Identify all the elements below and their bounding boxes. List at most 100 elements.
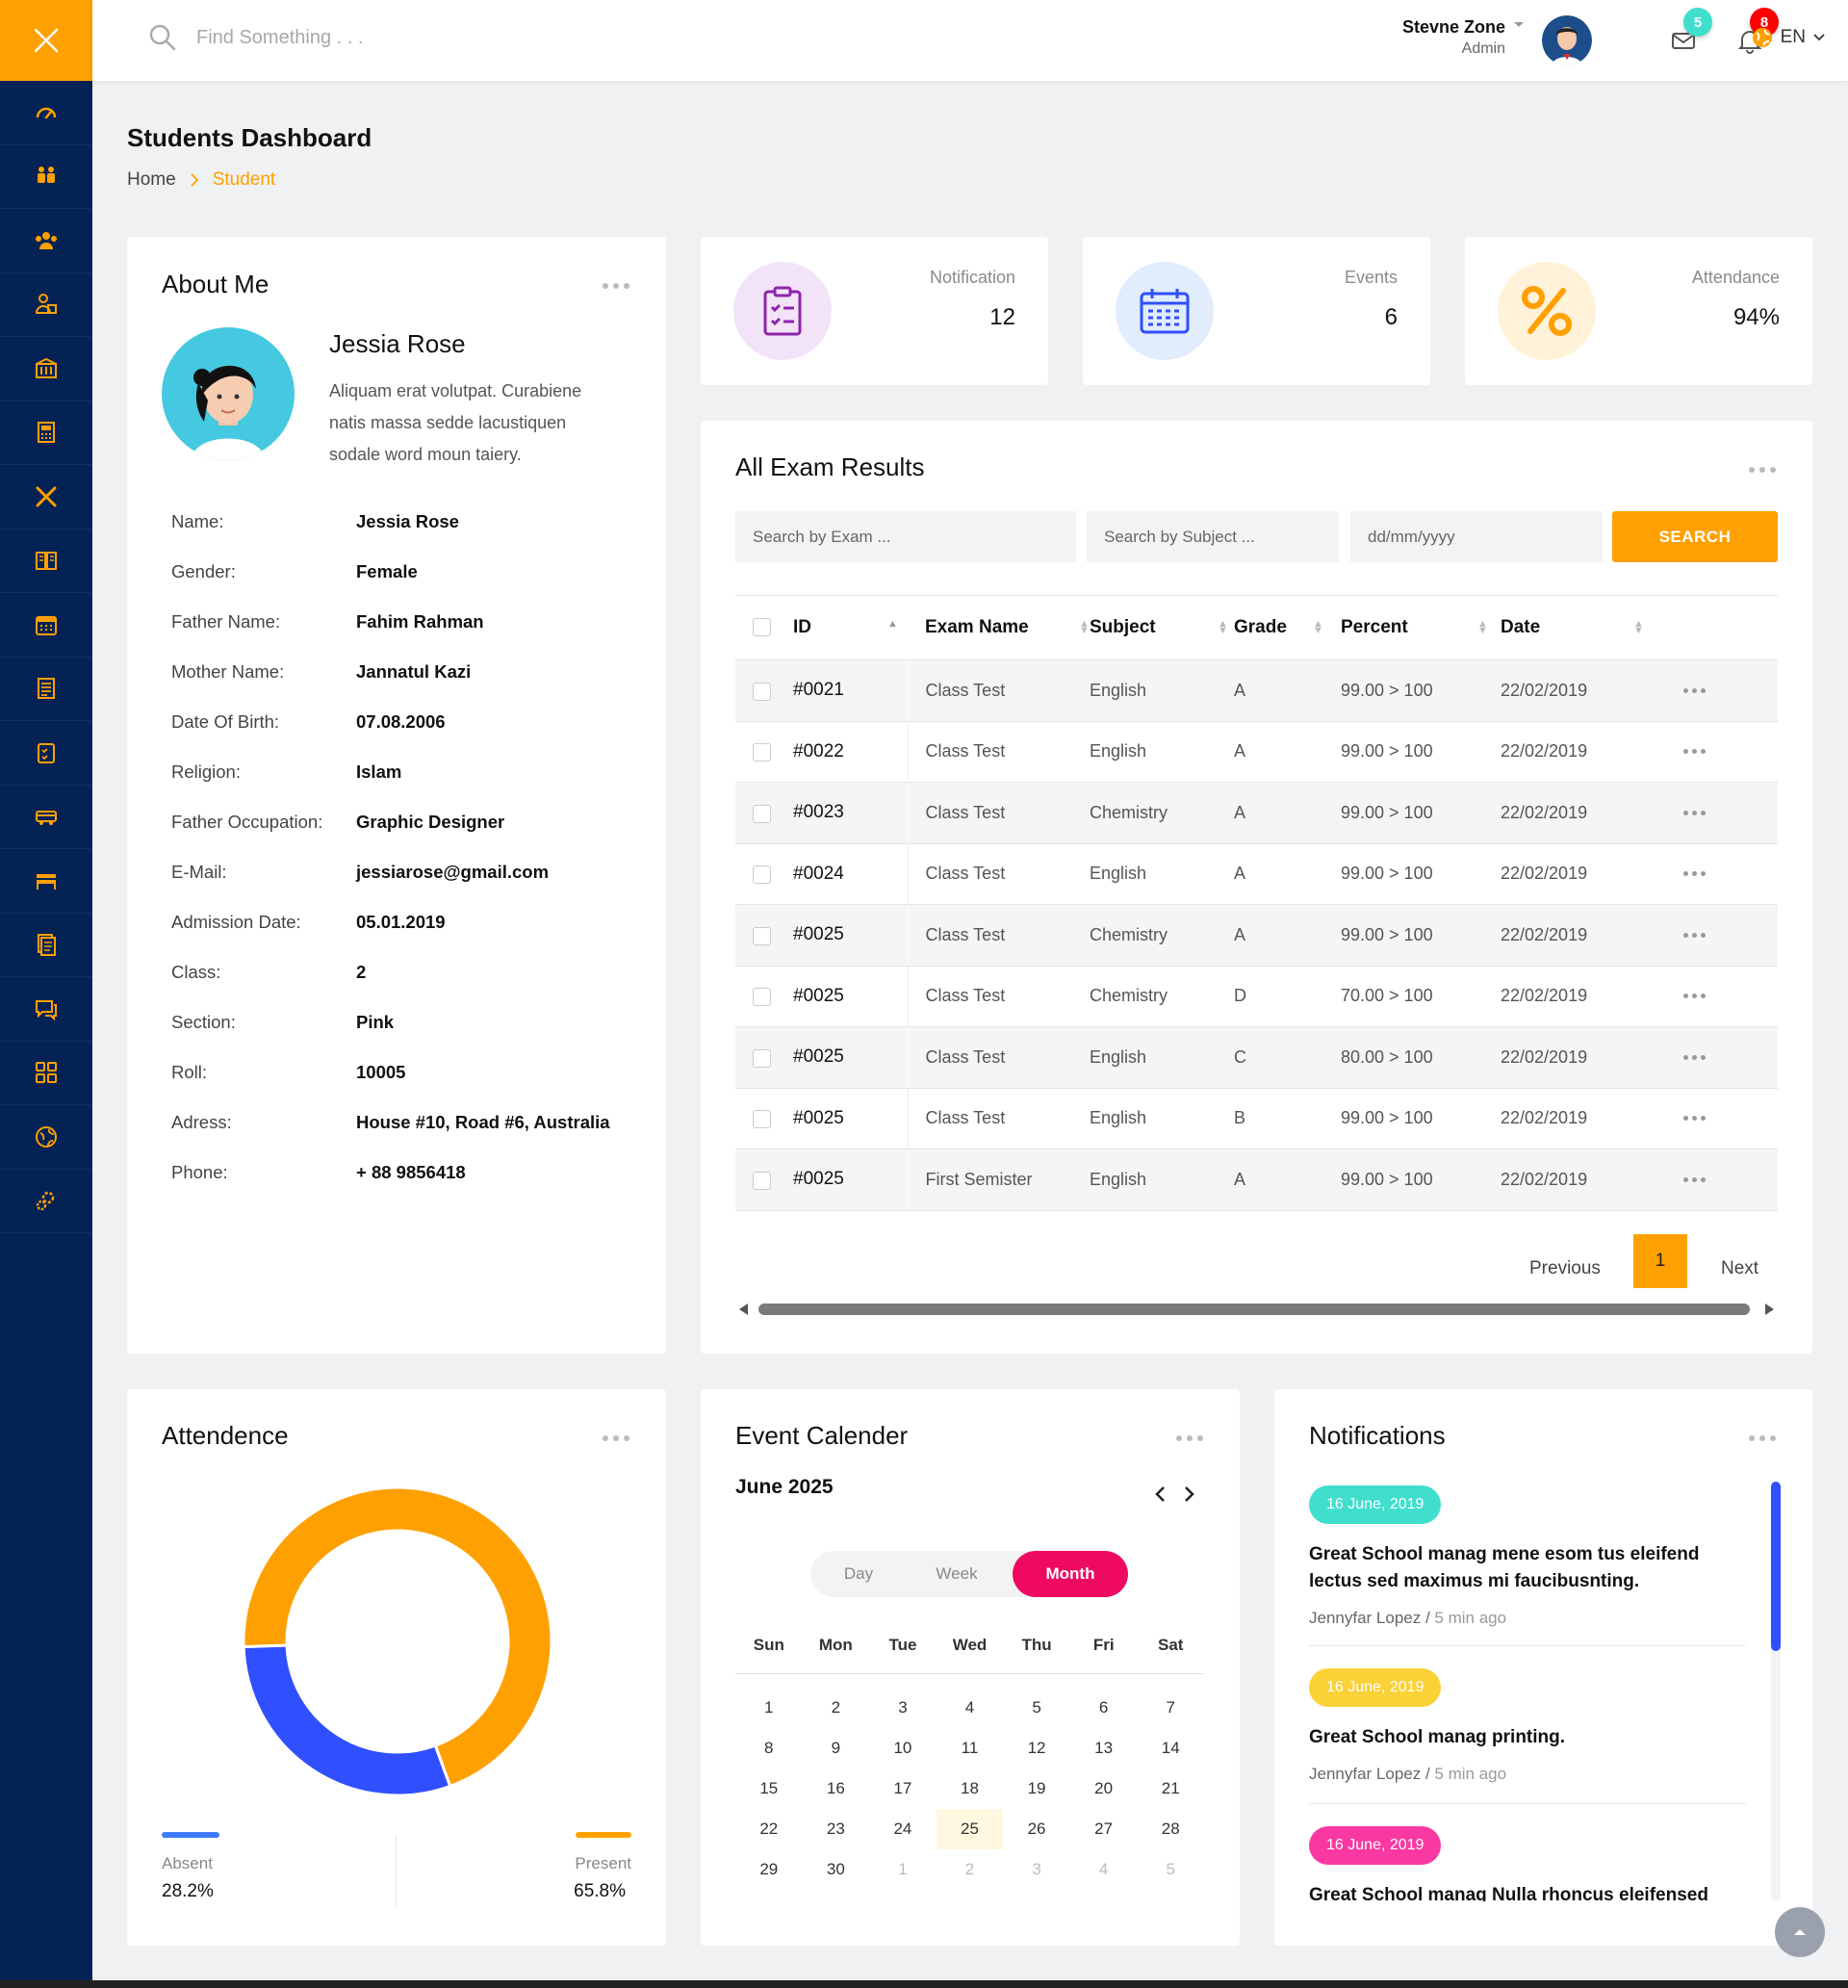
calendar-day[interactable]: 22: [759, 1820, 779, 1838]
calendar-day-next-month[interactable]: 2: [964, 1860, 975, 1878]
row-menu-button[interactable]: [1683, 1054, 1778, 1060]
column-percent[interactable]: Percent ▲ ▼: [1341, 595, 1501, 660]
row-menu-button[interactable]: [1683, 810, 1778, 815]
row-checkbox[interactable]: [753, 865, 771, 884]
language-selector[interactable]: EN: [1752, 27, 1825, 48]
calendar-day[interactable]: 21: [1161, 1779, 1180, 1797]
card-menu-button[interactable]: [1749, 1435, 1776, 1441]
exam-search-input[interactable]: [735, 511, 1076, 562]
column-grade[interactable]: Grade ▲ ▼: [1234, 595, 1341, 660]
notifications-scrollbar-thumb[interactable]: [1771, 1482, 1781, 1651]
row-checkbox[interactable]: [753, 988, 771, 1006]
sidebar-item-class[interactable]: [0, 465, 92, 529]
calendar-day[interactable]: 9: [831, 1739, 841, 1757]
view-day-button[interactable]: Day: [843, 1564, 874, 1583]
date-input[interactable]: [1350, 511, 1603, 562]
calendar-day[interactable]: 20: [1094, 1779, 1114, 1797]
sidebar-item-parents[interactable]: [0, 273, 92, 337]
calendar-day[interactable]: 16: [826, 1779, 845, 1797]
calendar-day[interactable]: 28: [1161, 1820, 1180, 1838]
calendar-day[interactable]: 23: [826, 1820, 845, 1838]
select-all-checkbox[interactable]: [753, 618, 771, 637]
table-row[interactable]: #0025 Class Test English C 80.00 > 100 22/02/…: [735, 1026, 1778, 1089]
pagination-page[interactable]: 1: [1633, 1234, 1687, 1288]
row-menu-button[interactable]: [1683, 994, 1778, 999]
row-checkbox[interactable]: [753, 743, 771, 762]
calendar-day[interactable]: 26: [1027, 1820, 1046, 1838]
chevron-down-icon[interactable]: [1513, 21, 1525, 29]
calendar-day[interactable]: 13: [1094, 1739, 1114, 1757]
table-row[interactable]: #0022 Class Test English A 99.00 > 100 22/02/…: [735, 721, 1778, 783]
table-row[interactable]: #0021 Class Test English A 99.00 > 100 22/02/…: [735, 659, 1778, 722]
calendar-day[interactable]: 18: [961, 1779, 979, 1797]
card-menu-button[interactable]: [1176, 1435, 1203, 1441]
user-menu[interactable]: Stevne Zone Admin: [1402, 17, 1505, 58]
avatar[interactable]: [1542, 15, 1592, 65]
calendar-day[interactable]: 7: [1166, 1698, 1175, 1717]
calendar-day[interactable]: 29: [759, 1860, 779, 1878]
menu-close-button[interactable]: [0, 0, 92, 81]
chevron-right-icon[interactable]: [1184, 1485, 1195, 1503]
chevron-left-icon[interactable]: [1154, 1485, 1166, 1503]
calendar-day[interactable]: 24: [893, 1820, 912, 1838]
calendar-day[interactable]: 30: [826, 1860, 845, 1878]
sidebar-item-library[interactable]: [0, 337, 92, 401]
calendar-day[interactable]: 15: [759, 1779, 779, 1797]
calendar-day[interactable]: 10: [893, 1739, 912, 1757]
calendar-day[interactable]: 3: [898, 1698, 908, 1717]
table-row[interactable]: #0025 Class Test Chemistry A 99.00 > 100 22/0…: [735, 904, 1778, 967]
row-checkbox[interactable]: [753, 1171, 771, 1190]
row-menu-button[interactable]: [1683, 749, 1778, 755]
sidebar-item-settings[interactable]: [0, 1170, 92, 1233]
calendar-day-next-month[interactable]: 1: [898, 1860, 908, 1878]
calendar-day-next-month[interactable]: 5: [1166, 1860, 1175, 1878]
calendar-day[interactable]: 2: [831, 1698, 841, 1717]
table-row[interactable]: #0025 First Semister English A 99.00 > 100 22…: [735, 1149, 1778, 1211]
sidebar-item-calendar[interactable]: [0, 593, 92, 658]
calendar-day[interactable]: 6: [1098, 1698, 1109, 1717]
scroll-left-arrow-icon[interactable]: [739, 1304, 749, 1315]
calendar-day[interactable]: 4: [964, 1698, 975, 1717]
column-subject[interactable]: Subject ▲ ▼: [1090, 595, 1234, 660]
sidebar-item-ui-elements[interactable]: [0, 1042, 92, 1105]
table-row[interactable]: #0023 Class Test Chemistry A 99.00 > 100 22/0…: [735, 782, 1778, 844]
calendar-day[interactable]: 14: [1161, 1739, 1180, 1757]
sidebar-item-subject[interactable]: [0, 529, 92, 593]
scroll-right-arrow-icon[interactable]: [1764, 1304, 1774, 1315]
calendar-day[interactable]: 8: [764, 1739, 774, 1757]
search-icon[interactable]: [148, 23, 177, 52]
row-checkbox[interactable]: [753, 682, 771, 701]
calendar-day[interactable]: 12: [1027, 1739, 1046, 1757]
table-row[interactable]: #0025 Class Test English B 99.00 > 100 22/02/…: [735, 1088, 1778, 1149]
messages-button[interactable]: 5: [1670, 8, 1712, 59]
card-menu-button[interactable]: [1749, 467, 1776, 473]
row-menu-button[interactable]: [1683, 1176, 1778, 1182]
notification-item[interactable]: 16 June, 2019 Great School manag Nulla r…: [1309, 1826, 1746, 1901]
card-menu-button[interactable]: [603, 283, 629, 289]
notification-item[interactable]: 16 June, 2019 Great School manag mene es…: [1309, 1485, 1746, 1628]
horizontal-scrollbar[interactable]: [739, 1302, 1774, 1317]
view-month-button[interactable]: Month: [1013, 1551, 1128, 1597]
subject-search-input[interactable]: [1087, 511, 1339, 562]
row-checkbox[interactable]: [753, 1110, 771, 1128]
sidebar-item-map[interactable]: [0, 1105, 92, 1170]
sidebar-item-routine[interactable]: [0, 658, 92, 721]
row-menu-button[interactable]: [1683, 871, 1778, 877]
calendar-day-next-month[interactable]: 3: [1032, 1860, 1041, 1878]
table-row[interactable]: #0025 Class Test Chemistry D 70.00 > 100 22/0…: [735, 966, 1778, 1027]
sidebar-item-message[interactable]: [0, 977, 92, 1042]
sidebar-item-notice[interactable]: [0, 914, 92, 977]
calendar-day-next-month[interactable]: 4: [1098, 1860, 1109, 1878]
search-input[interactable]: [196, 26, 485, 49]
row-checkbox[interactable]: [753, 1048, 771, 1068]
sidebar-item-transport[interactable]: [0, 786, 92, 849]
card-menu-button[interactable]: [603, 1435, 629, 1441]
calendar-day[interactable]: 27: [1094, 1820, 1114, 1838]
notification-item[interactable]: 16 June, 2019 Great School manag printin…: [1309, 1668, 1746, 1784]
sidebar-item-students[interactable]: [0, 145, 92, 209]
scrollbar-thumb[interactable]: [758, 1304, 1750, 1315]
sidebar-item-account[interactable]: [0, 401, 92, 465]
table-row[interactable]: #0024 Class Test English A 99.00 > 100 22/02/…: [735, 843, 1778, 905]
calendar-day[interactable]: 1: [764, 1698, 774, 1717]
calendar-day[interactable]: 11: [961, 1739, 979, 1757]
